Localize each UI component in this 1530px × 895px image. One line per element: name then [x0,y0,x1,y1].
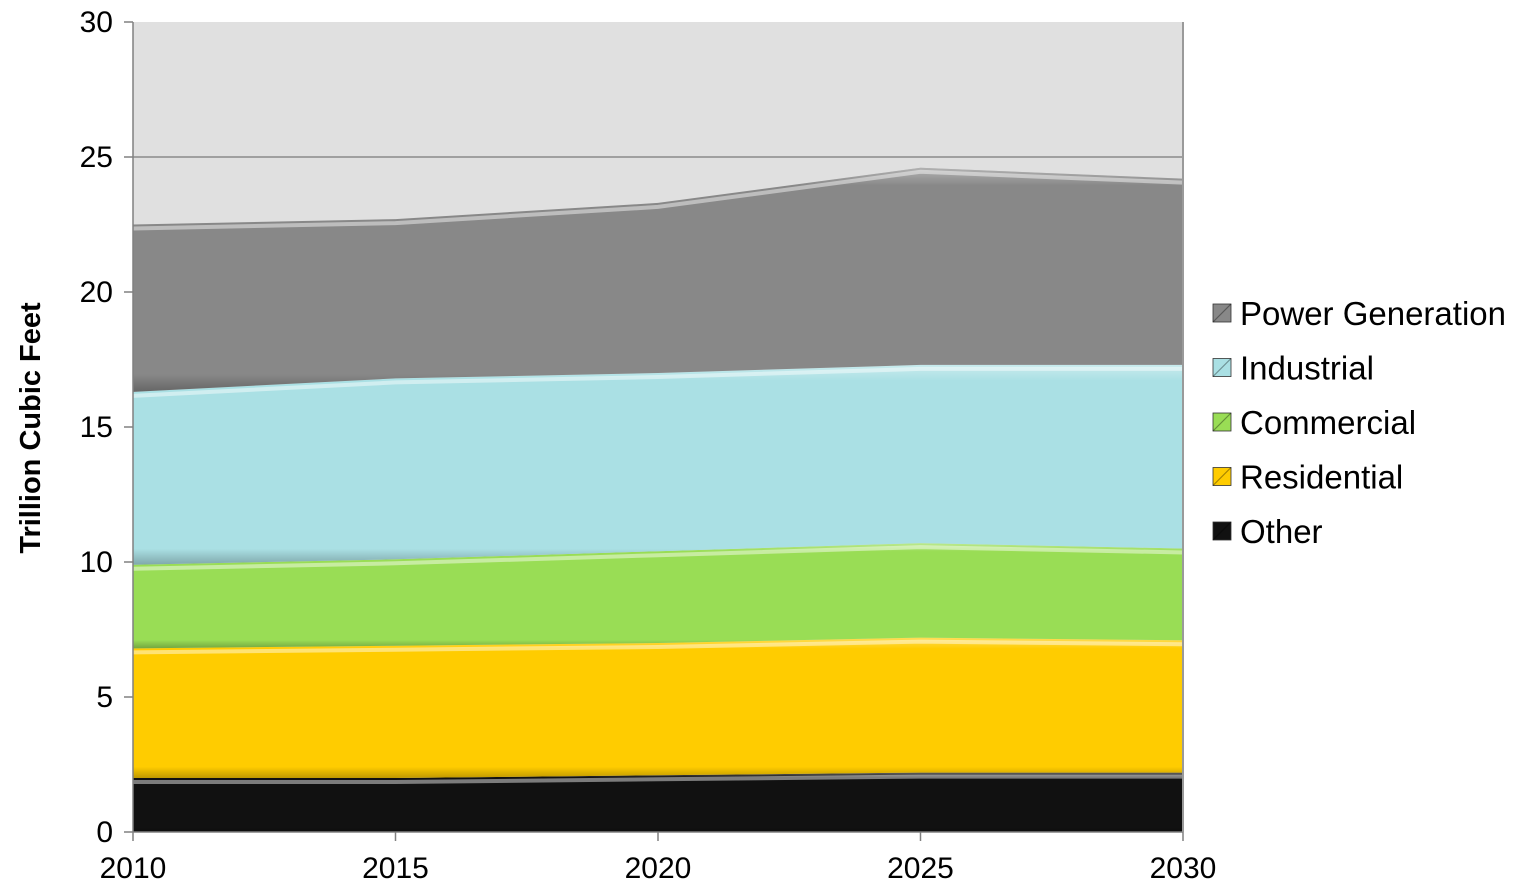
area-highlight-residential [132,639,1184,655]
legend-swatch-bevel-residential [1212,467,1232,486]
legend-label-residential: Residential [1240,459,1403,496]
area-highlight-industrial [132,366,1183,398]
legend-item-industrial: Industrial [1212,350,1374,387]
legend-swatch-power-generation [1212,303,1232,323]
legend-swatch-bevel-industrial [1212,358,1232,377]
x-tick-label-2025: 2025 [887,852,954,885]
legend-item-residential: Residential [1212,459,1403,496]
legend-label-industrial: Industrial [1240,350,1374,387]
legend-label-other: Other [1240,513,1323,550]
area-shading-other [133,772,1183,832]
area-shading-residential [133,637,1183,778]
legend-item-power-generation: Power Generation [1212,295,1506,332]
y-tick-label-15: 15 [80,411,113,444]
x-tick-label-2030: 2030 [1150,852,1217,885]
area-highlight-other [133,774,1183,784]
y-tick-label-5: 5 [96,681,113,714]
legend-swatch-bevel-commercial [1212,412,1232,432]
y-tick-label-25: 25 [80,141,113,174]
y-tick-label-30: 30 [80,6,113,39]
legend-swatch-industrial [1212,358,1232,377]
legend-swatch-bevel-power-generation [1212,303,1232,323]
y-axis-label: Trillion Cubic Feet [15,302,47,554]
y-tick-label-10: 10 [80,546,113,579]
x-tick-label-2015: 2015 [362,852,429,885]
area-shading-power-generation [133,167,1183,392]
legend-label-power-generation: Power Generation [1240,295,1506,332]
legend-swatch-bevel-other [1212,521,1232,541]
x-tick-label-2020: 2020 [625,852,692,885]
legend-swatch-commercial [1212,412,1232,432]
legend-item-commercial: Commercial [1212,404,1416,441]
area-shading-commercial [133,543,1183,649]
legend-swatch-other [1212,521,1232,541]
y-tick-label-0: 0 [96,816,113,849]
area-highlight-commercial [132,545,1184,571]
area-shading-industrial [133,364,1183,565]
x-tick-label-2010: 2010 [100,852,167,885]
y-tick-label-20: 20 [80,276,113,309]
area-highlight-power-generation [132,169,1184,231]
legend-swatch-residential [1212,467,1232,486]
legend-label-commercial: Commercial [1240,404,1416,441]
legend-item-other: Other [1212,513,1323,550]
